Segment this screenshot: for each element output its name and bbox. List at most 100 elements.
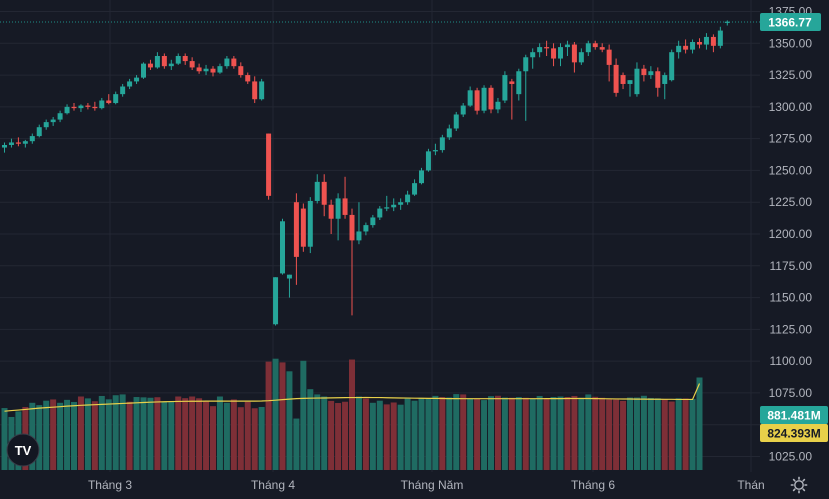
volume-bar — [258, 407, 265, 470]
candle — [85, 103, 91, 110]
volume-bar — [536, 395, 543, 470]
candle — [314, 174, 320, 204]
candle — [106, 94, 112, 105]
candle-body — [175, 56, 181, 64]
volume-bar — [91, 401, 98, 470]
volume-bar — [355, 396, 362, 470]
candle — [2, 142, 7, 153]
candle — [412, 179, 418, 196]
volume-bar — [668, 401, 675, 470]
time-axis[interactable]: Tháng 3 Tháng 4 Tháng Năm Tháng 6 Thán — [88, 478, 765, 492]
candle — [196, 63, 202, 74]
candle-body — [147, 63, 153, 68]
candle — [592, 40, 598, 50]
volume-bar — [647, 397, 654, 470]
candle-body — [2, 145, 7, 148]
candle — [481, 85, 487, 114]
volume-bar — [501, 397, 508, 470]
volume-bar — [689, 398, 696, 470]
volume-moving-average-line — [4, 383, 701, 412]
candle — [8, 138, 14, 148]
candle-body — [252, 81, 258, 100]
candle — [245, 72, 251, 84]
volume-bar — [182, 398, 189, 470]
candle-body — [106, 100, 112, 104]
candle-body — [342, 198, 348, 215]
candle-body — [551, 48, 557, 59]
volume-bar — [1, 408, 8, 470]
volume-bar — [265, 361, 272, 470]
volume-bar — [126, 401, 133, 470]
candle-body — [717, 30, 723, 46]
candle — [217, 63, 223, 74]
candle — [606, 44, 612, 82]
candle-body — [724, 21, 730, 23]
volume-bar — [175, 396, 182, 470]
volume-bar — [223, 402, 230, 470]
candle — [439, 134, 445, 153]
volume-bar — [71, 401, 77, 470]
candle-body — [154, 56, 160, 68]
volume-bar — [682, 398, 689, 470]
volume-bar — [133, 397, 140, 470]
volume-bar — [543, 399, 550, 470]
volume-bar — [161, 401, 168, 470]
volume-bar — [286, 371, 293, 470]
volume-bar — [154, 397, 161, 470]
candle — [509, 78, 515, 120]
candle-body — [544, 47, 550, 49]
candle-body — [335, 198, 341, 219]
tradingview-logo-icon[interactable]: TV — [6, 433, 40, 467]
price-tick-label: 1200.00 — [769, 227, 813, 241]
candle — [168, 59, 174, 70]
candle — [99, 97, 105, 110]
candle-body — [537, 47, 543, 53]
gear-icon[interactable] — [790, 476, 808, 494]
volume-bar — [606, 399, 613, 470]
candle — [544, 40, 550, 56]
last-price-badge: 1366.77 — [760, 12, 821, 31]
volume-bar — [411, 400, 418, 470]
candle — [238, 62, 244, 78]
candle-body — [620, 75, 626, 84]
volume-bar — [230, 399, 237, 470]
logo-text: TV — [15, 443, 32, 458]
candle — [252, 76, 258, 104]
candle — [432, 143, 438, 156]
candle — [377, 206, 383, 221]
volume-bar — [335, 403, 342, 470]
candle-body — [585, 43, 591, 53]
volume-bar — [307, 389, 314, 470]
candle-body — [182, 56, 188, 62]
volume-bar — [189, 396, 196, 470]
candle-body — [293, 202, 299, 257]
candle-body — [78, 105, 84, 109]
candle-body — [502, 75, 508, 101]
candle-body — [599, 47, 605, 50]
candle-body — [627, 80, 633, 84]
candle-body — [29, 136, 35, 142]
candle-body — [690, 42, 696, 50]
volume-bar — [564, 397, 571, 470]
candle-body — [92, 106, 98, 109]
volume-bar — [64, 399, 71, 470]
candle-body — [377, 208, 383, 218]
candle-body — [36, 127, 42, 137]
candle — [585, 40, 591, 56]
candle — [22, 139, 28, 148]
volume-bar — [43, 400, 50, 470]
candle-body — [516, 71, 522, 95]
volume-bar — [77, 396, 84, 470]
price-candles — [2, 20, 730, 326]
volume-bar — [467, 398, 474, 470]
candle-body — [321, 181, 327, 205]
candle-body — [43, 122, 49, 128]
candle — [321, 174, 327, 217]
time-tick-label: Tháng 6 — [571, 478, 615, 492]
candle-body — [57, 113, 63, 120]
volume-bar — [321, 396, 328, 470]
last-price-label: 1366.77 — [768, 15, 812, 29]
price-axis[interactable]: 1375.001350.001325.001300.001275.001250.… — [769, 5, 813, 464]
candle-body — [523, 57, 529, 72]
